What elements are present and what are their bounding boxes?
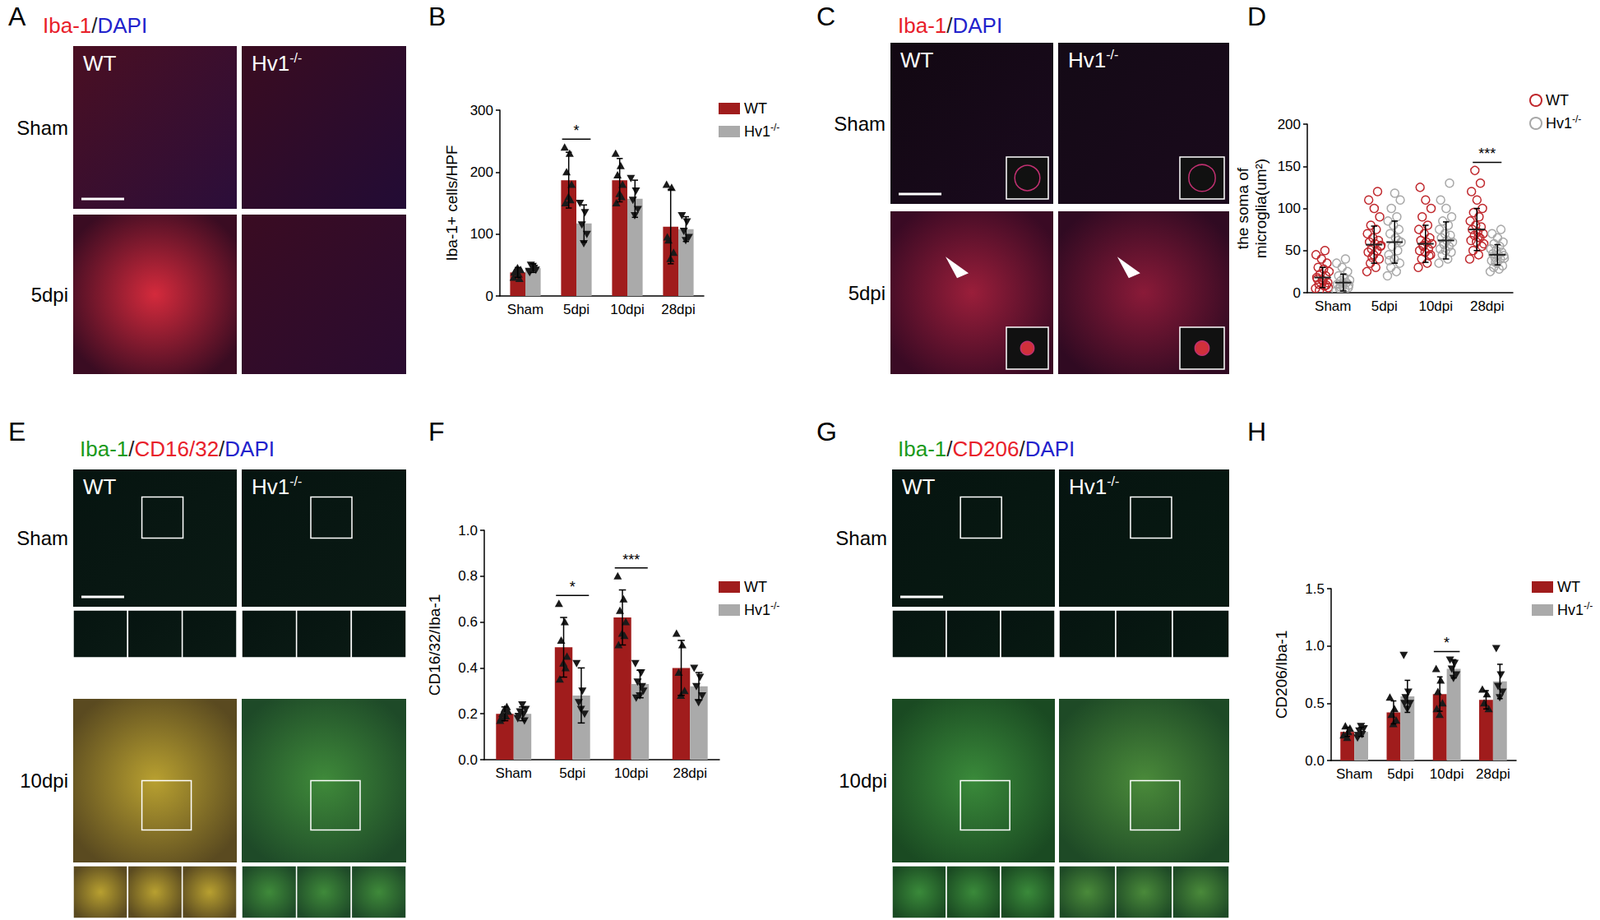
svg-text:1.0: 1.0 [1304, 638, 1325, 654]
svg-text:-/-: -/- [1583, 600, 1593, 612]
svg-text:Hv1: Hv1 [1068, 47, 1106, 73]
svg-text:***: *** [622, 551, 640, 569]
svg-text:WT: WT [83, 50, 117, 76]
svg-text:10dpi: 10dpi [1429, 766, 1465, 782]
svg-text:Sham: Sham [1314, 298, 1351, 315]
svg-text:5dpi: 5dpi [563, 301, 590, 318]
svg-text:200: 200 [1277, 116, 1301, 133]
svg-text:0.0: 0.0 [1304, 753, 1325, 769]
svg-text:microglia(um²): microglia(um²) [1252, 158, 1270, 259]
svg-text:Sham: Sham [507, 301, 544, 318]
svg-text:B: B [428, 1, 446, 32]
svg-text:DAPI: DAPI [97, 13, 148, 38]
svg-text:5dpi: 5dpi [1371, 298, 1398, 315]
svg-text:-/-: -/- [770, 121, 780, 134]
svg-text:WT: WT [744, 100, 768, 117]
svg-text:50: 50 [1285, 242, 1301, 259]
svg-text:CD206/Iba-1: CD206/Iba-1 [1272, 630, 1291, 720]
svg-text:5dpi: 5dpi [559, 765, 586, 782]
svg-text:WT: WT [744, 578, 768, 596]
svg-text:WT: WT [900, 47, 935, 73]
svg-text:0.6: 0.6 [457, 614, 478, 630]
svg-text:Sham: Sham [495, 765, 532, 782]
svg-text:Iba-1: Iba-1 [42, 13, 92, 38]
svg-text:300: 300 [470, 102, 494, 119]
svg-text:the soma of: the soma of [1234, 166, 1252, 250]
svg-text:5dpi: 5dpi [31, 283, 69, 306]
svg-text:D: D [1247, 1, 1267, 32]
svg-text:0.5: 0.5 [1304, 695, 1325, 712]
svg-text:F: F [428, 416, 445, 447]
svg-text:C: C [816, 1, 836, 32]
svg-text:Sham: Sham [835, 527, 888, 550]
svg-text:150: 150 [1277, 158, 1301, 175]
svg-text:Sham: Sham [16, 527, 69, 550]
svg-text:-/-: -/- [289, 50, 302, 65]
svg-text:1.5: 1.5 [1304, 581, 1325, 597]
svg-text:WT: WT [1545, 92, 1569, 109]
svg-text:0.2: 0.2 [457, 706, 478, 722]
svg-text:28dpi: 28dpi [1470, 298, 1505, 315]
svg-text:0.4: 0.4 [457, 660, 478, 676]
svg-text:5dpi: 5dpi [1387, 766, 1414, 782]
svg-text:H: H [1247, 416, 1267, 447]
svg-text:CD16/32/Iba-1: CD16/32/Iba-1 [425, 594, 444, 697]
svg-text:G: G [816, 416, 837, 447]
svg-text:Iba-1+ cells/HPF: Iba-1+ cells/HPF [443, 145, 461, 262]
svg-text:1.0: 1.0 [457, 522, 478, 539]
svg-text:-/-: -/- [1106, 474, 1120, 489]
svg-text:*: * [573, 122, 579, 139]
svg-text:Iba-1: Iba-1 [897, 436, 947, 462]
svg-text:Iba-1: Iba-1 [79, 436, 129, 462]
svg-text:28dpi: 28dpi [661, 301, 696, 318]
svg-text:0.0: 0.0 [457, 752, 478, 768]
svg-text:A: A [8, 1, 27, 32]
svg-text:CD206: CD206 [952, 436, 1019, 462]
svg-text:Hv1: Hv1 [744, 123, 771, 140]
svg-text:10dpi: 10dpi [19, 769, 69, 792]
svg-text:Hv1: Hv1 [251, 474, 290, 500]
svg-text:Hv1: Hv1 [1557, 601, 1584, 619]
svg-text:28dpi: 28dpi [1475, 766, 1511, 782]
svg-text:Hv1: Hv1 [744, 601, 771, 619]
svg-text:Sham: Sham [1336, 766, 1373, 782]
svg-text:0: 0 [1293, 285, 1301, 301]
svg-text:-/-: -/- [1572, 113, 1582, 125]
svg-text:10dpi: 10dpi [614, 765, 649, 782]
svg-text:WT: WT [1557, 578, 1581, 596]
svg-text:0: 0 [485, 288, 494, 305]
svg-text:10dpi: 10dpi [610, 301, 645, 318]
svg-text:***: *** [1478, 145, 1496, 162]
svg-text:28dpi: 28dpi [672, 765, 708, 782]
svg-text:10dpi: 10dpi [838, 769, 888, 792]
svg-text:100: 100 [1277, 200, 1301, 217]
svg-text:5dpi: 5dpi [848, 282, 886, 305]
svg-text:CD16/32: CD16/32 [134, 436, 219, 462]
svg-text:E: E [8, 416, 26, 447]
svg-text:0.8: 0.8 [457, 568, 478, 584]
svg-text:DAPI: DAPI [952, 13, 1003, 38]
svg-text:Hv1: Hv1 [1068, 474, 1107, 500]
svg-text:Sham: Sham [833, 112, 886, 135]
svg-text:WT: WT [901, 474, 936, 500]
svg-text:-/-: -/- [289, 474, 302, 489]
svg-text:DAPI: DAPI [1025, 436, 1076, 462]
svg-text:DAPI: DAPI [224, 436, 275, 462]
svg-text:-/-: -/- [770, 600, 780, 612]
svg-text:Hv1: Hv1 [1545, 115, 1573, 132]
svg-text:10dpi: 10dpi [1418, 298, 1453, 315]
svg-text:100: 100 [470, 226, 494, 242]
svg-text:Sham: Sham [16, 116, 69, 139]
svg-text:-/-: -/- [1105, 47, 1119, 62]
svg-text:*: * [569, 578, 576, 596]
svg-text:*: * [1443, 634, 1450, 652]
svg-text:WT: WT [83, 474, 117, 500]
svg-text:Hv1: Hv1 [251, 50, 290, 76]
svg-text:Iba-1: Iba-1 [897, 13, 947, 38]
svg-text:200: 200 [470, 164, 494, 181]
